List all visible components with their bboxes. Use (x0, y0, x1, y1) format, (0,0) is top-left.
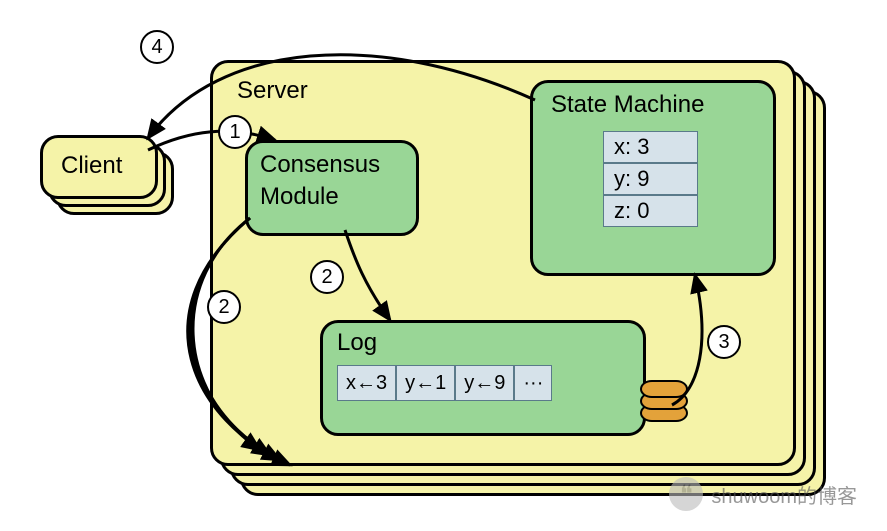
consensus-label-2: Module (260, 183, 339, 211)
consensus-module-box: Consensus Module (245, 140, 419, 236)
state-machine-box: State Machine x: 3y: 9z: 0 (530, 80, 776, 276)
step-1-icon: 1 (218, 115, 252, 149)
log-box: Log x←3y←1y←9··· (320, 320, 646, 436)
step-2a-icon: 2 (310, 260, 344, 294)
log-cells: x←3y←1y←9··· (337, 365, 552, 401)
step-4-icon: 4 (140, 30, 174, 64)
consensus-label-1: Consensus (260, 151, 380, 179)
state-machine-label: State Machine (551, 91, 704, 119)
state-machine-table: x: 3y: 9z: 0 (603, 131, 698, 227)
watermark-icon: ❝ (669, 477, 703, 511)
step-2b-icon: 2 (207, 290, 241, 324)
watermark: ❝ shuwoom的博客 (669, 477, 857, 511)
log-label: Log (337, 329, 377, 357)
watermark-text: shuwoom的博客 (711, 480, 857, 509)
step-3-icon: 3 (707, 325, 741, 359)
